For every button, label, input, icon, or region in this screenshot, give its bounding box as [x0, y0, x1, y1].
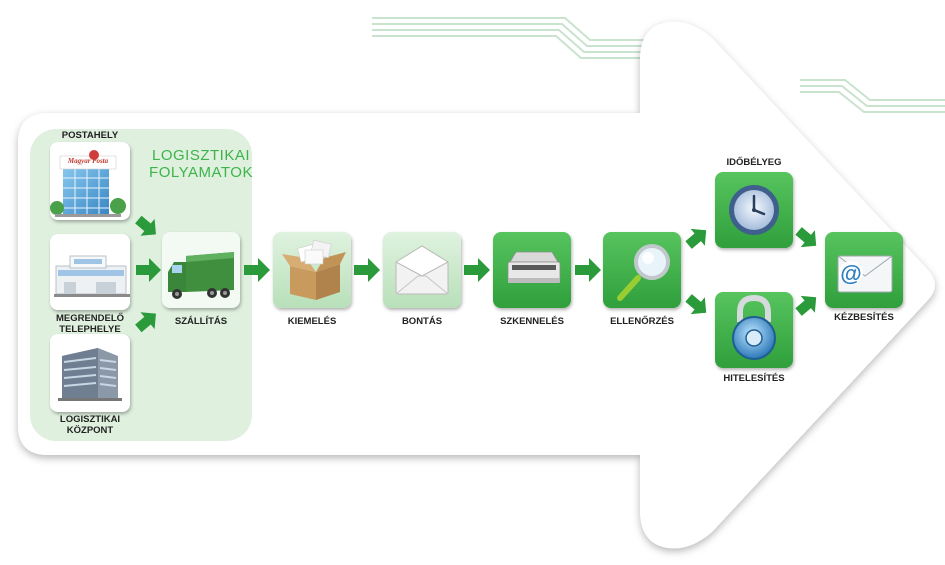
arrow-postahely-to-szallitas: [135, 215, 156, 236]
post-office-icon: [50, 150, 126, 217]
open-box-icon: [282, 239, 346, 300]
step-szkenneles: [493, 232, 571, 308]
arrow-idobelyeg-to-kezbesites: [795, 227, 817, 248]
step-bontas: [383, 232, 461, 308]
label-ellenorzes: ELLENŐRZÉS: [610, 316, 674, 327]
arrow-ellenorzes-to-hitelesites: [685, 294, 707, 315]
email-icon: @: [837, 255, 893, 293]
magnifier-icon: [617, 244, 670, 301]
office-building-icon: [58, 348, 122, 401]
brand-logo-text: Magyar Posta: [67, 157, 109, 165]
label-megrendelo-line-2: TELEPHELYE: [59, 324, 121, 335]
arrow-kiemeles-to-bontas: [354, 258, 380, 282]
step-szallitas: [162, 232, 240, 308]
decorative-lines-top: [372, 17, 680, 59]
arrow-szkenneles-to-ellenorzes: [575, 258, 601, 282]
arrow-szallitas-to-kiemeles: [244, 258, 270, 282]
label-kozpont: LOGISZTIKAI KÖZPONT: [40, 414, 140, 436]
group-title-line-2: FOLYAMATOK: [149, 164, 253, 181]
step-ellenorzes: [603, 232, 681, 308]
arrow-kozpont-to-szallitas: [135, 312, 156, 333]
step-kiemeles: [273, 232, 351, 308]
label-postahely: POSTAHELY: [61, 130, 119, 141]
label-hitelesites: HITELESÍTÉS: [723, 373, 785, 384]
padlock-icon: [732, 294, 776, 360]
step-idobelyeg: [715, 172, 793, 248]
decorative-lines-right: [800, 79, 945, 113]
step-kezbesites: @: [825, 232, 903, 308]
arrow-bontas-to-szkenneles: [464, 258, 490, 282]
at-sign-glyph: @: [840, 261, 861, 286]
label-megrendelo: MEGRENDELŐ TELEPHELYE: [40, 313, 140, 335]
step-hitelesites: [715, 292, 793, 368]
group-title: LOGISZTIKAI FOLYAMATOK: [136, 147, 266, 181]
arrow-megrendelo-to-szallitas: [136, 258, 161, 282]
arrow-ellenorzes-to-idobelyeg: [685, 228, 707, 249]
post-office-tile: [50, 142, 130, 220]
label-idobelyeg: IDŐBÉLYEG: [726, 157, 782, 168]
label-kiemeles: KIEMELÉS: [287, 316, 337, 327]
scanner-icon: [507, 251, 561, 283]
label-megrendelo-line-1: MEGRENDELŐ: [55, 313, 125, 324]
label-kozpont-line-2: KÖZPONT: [66, 425, 114, 436]
label-szkenneles: SZKENNELÉS: [500, 316, 564, 327]
group-title-line-1: LOGISZTIKAI: [151, 147, 251, 164]
factory-tile: [50, 234, 130, 310]
label-kezbesites: KÉZBESÍTÉS: [834, 312, 894, 323]
flow-arrows: [135, 215, 817, 333]
label-kozpont-line-1: LOGISZTIKAI: [59, 414, 121, 425]
clock-icon: [729, 185, 779, 235]
label-szallitas: SZÁLLÍTÁS: [174, 316, 228, 327]
office-building-tile: [50, 334, 130, 412]
truck-icon: [168, 252, 234, 299]
factory-icon: [54, 255, 130, 297]
envelope-icon: [394, 245, 450, 295]
arrow-hitelesites-to-kezbesites: [795, 295, 817, 316]
label-bontas: BONTÁS: [401, 316, 443, 327]
